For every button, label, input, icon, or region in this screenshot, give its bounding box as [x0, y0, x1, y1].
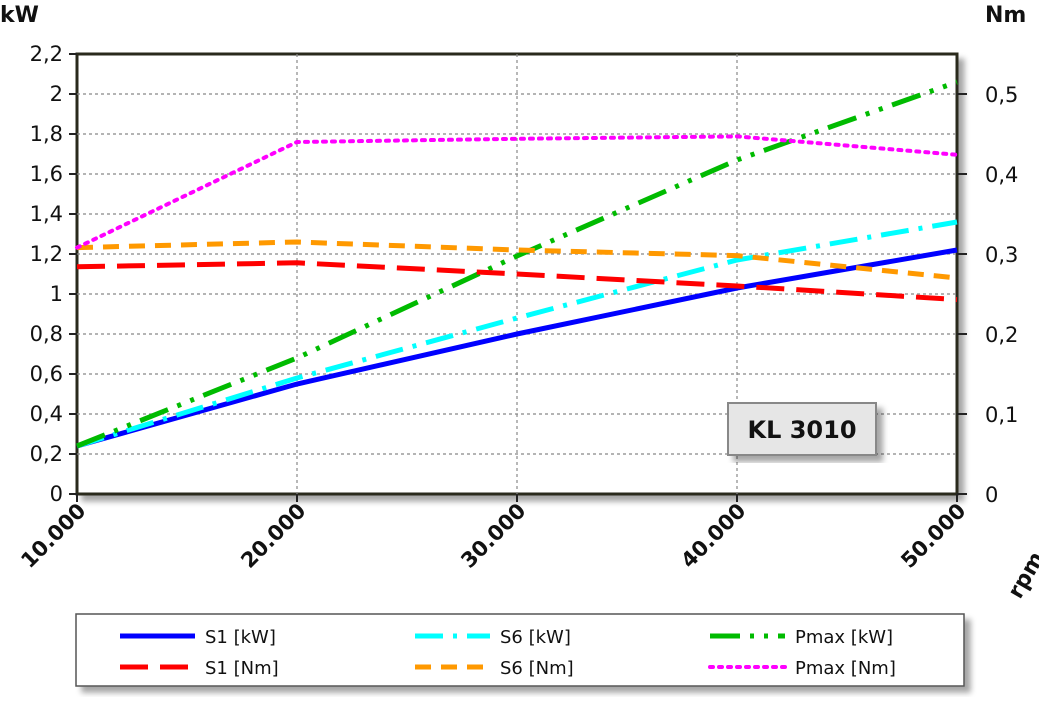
legend-label: S1 [kW]: [205, 627, 276, 648]
y-left-tick-label: 0,6: [30, 362, 63, 386]
model-badge-text: KL 3010: [747, 416, 856, 444]
legend-label: S6 [kW]: [500, 627, 571, 648]
y-left-tick-label: 0: [50, 482, 63, 506]
legend-label: S6 [Nm]: [500, 658, 574, 679]
y-right-tick-label: 0,3: [985, 243, 1018, 267]
y-right-tick-label: 0: [985, 483, 998, 507]
x-tick-label: 20.000: [236, 499, 310, 573]
y-left-tick-label: 0,4: [30, 402, 63, 426]
y-left-tick-label: 0,2: [30, 442, 63, 466]
x-tick-label: 40.000: [676, 499, 750, 573]
legend-label: S1 [Nm]: [205, 658, 279, 679]
y-left-tick-label: 1,8: [30, 122, 63, 146]
y-left-tick-label: 1: [50, 282, 63, 306]
series-lines: [75, 79, 959, 449]
y-left-label: kW: [0, 3, 39, 28]
x-tick-label: 10.000: [16, 499, 90, 573]
series-line-5: [75, 134, 959, 250]
legend: S1 [kW] S6 [kW] Pmax [kW] S1 [Nm] S6 [Nm] Pma…: [75, 613, 965, 687]
y-right-tick-label: 0,2: [985, 323, 1018, 347]
y-right-label: Nm: [985, 3, 1026, 28]
x-tick-label: 30.000: [456, 499, 530, 573]
y-left-tick-label: 2: [50, 82, 63, 106]
legend-label: Pmax [Nm]: [795, 658, 896, 679]
legend-label: Pmax [kW]: [795, 627, 893, 648]
y-right-tick-label: 0,4: [985, 163, 1018, 187]
y-left-tick-label: 1,4: [30, 202, 63, 226]
series-line-4: [76, 239, 958, 281]
y-left-tick-label: 1,6: [30, 162, 63, 186]
x-tick-label: 50.000: [896, 499, 970, 573]
model-badge: KL 3010: [727, 402, 877, 456]
y-left-tick-label: 2,2: [30, 42, 63, 66]
y-right-tick-label: 0,5: [985, 83, 1018, 107]
y-right-tick-label: 0,1: [985, 403, 1018, 427]
x-axis-label: rpm: [1004, 548, 1039, 603]
y-left-tick-label: 0,8: [30, 322, 63, 346]
y-left-tick-label: 1,2: [30, 242, 63, 266]
